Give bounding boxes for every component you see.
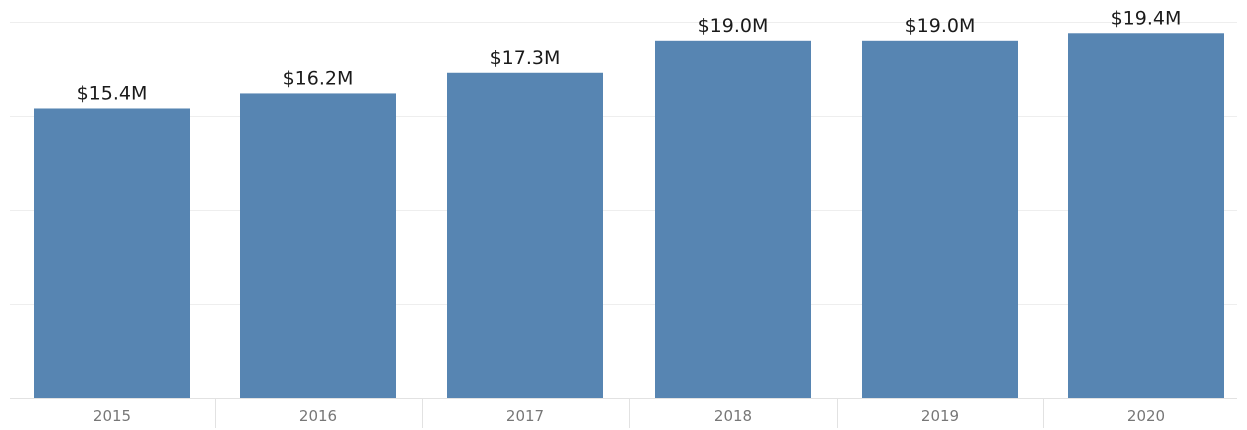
x-tick-label-2017: 2017 <box>506 407 544 425</box>
bar-2020[interactable] <box>1068 33 1224 398</box>
bar-2018[interactable] <box>655 40 811 399</box>
x-tick-label-2019: 2019 <box>921 407 959 425</box>
data-label-2019: $19.0M <box>905 15 976 37</box>
gridlines <box>10 22 1237 399</box>
bar-2016[interactable] <box>240 93 396 398</box>
data-label-2020: $19.4M <box>1111 7 1182 29</box>
bars <box>34 33 1224 399</box>
bar-2015[interactable] <box>34 108 190 398</box>
x-tick-label-2020: 2020 <box>1127 407 1165 425</box>
data-label-2017: $17.3M <box>490 47 561 69</box>
x-tick-label-2018: 2018 <box>714 407 752 425</box>
x-tick-label-2015: 2015 <box>93 407 131 425</box>
x-axis-ticks: 2015 2016 2017 2018 2019 2020 <box>93 398 1165 428</box>
data-label-2015: $15.4M <box>77 82 148 104</box>
x-tick-label-2016: 2016 <box>299 407 337 425</box>
data-labels: $15.4M $16.2M $17.3M $19.0M $19.0M $19.4M <box>77 7 1182 104</box>
bar-2019[interactable] <box>862 40 1018 399</box>
data-label-2016: $16.2M <box>283 67 354 89</box>
bar-2017[interactable] <box>447 72 603 398</box>
data-label-2018: $19.0M <box>698 15 769 37</box>
